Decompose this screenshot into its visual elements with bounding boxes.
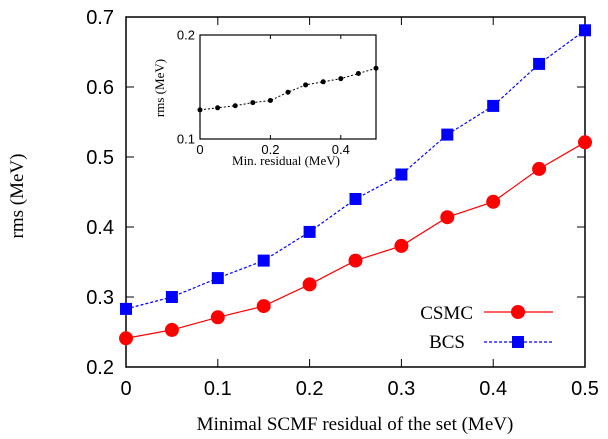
inset-axis-ticks: 0 0.2 0.4 0.1 0.2 [177, 28, 376, 157]
inset-data-point [197, 107, 203, 113]
inset-plot-frame [199, 34, 377, 140]
inset-data-point [215, 105, 221, 111]
y-tick-label: 0.3 [86, 287, 114, 309]
data-point-csmc [394, 238, 409, 253]
data-point-bcs [487, 99, 500, 112]
x-tick-label: 0 [120, 378, 131, 400]
data-point-csmc [348, 253, 363, 268]
data-point-csmc [440, 210, 455, 225]
y-tick-label: 0.2 [177, 28, 195, 43]
data-point-csmc [486, 194, 501, 209]
x-tick-label: 0.2 [296, 378, 324, 400]
main-plot-frame [125, 16, 586, 368]
data-point-bcs [441, 128, 454, 141]
inset-data-point [355, 70, 361, 76]
data-point-bcs [533, 57, 546, 70]
x-tick-label: 0 [196, 142, 203, 157]
x-tick-label: 0.1 [204, 378, 232, 400]
x-tick-label: 0.4 [479, 378, 507, 400]
y-tick-label: 0.7 [86, 7, 114, 29]
x-axis-label: Minimal SCMF residual of the set (MeV) [197, 414, 514, 435]
inset-y-axis-label: rms (MeV) [152, 59, 167, 117]
inset-data-point [338, 76, 344, 82]
data-point-bcs [257, 254, 270, 267]
inset-data-point [320, 79, 326, 85]
data-point-bcs [303, 225, 316, 238]
x-tick-label: 0.5 [571, 378, 599, 400]
data-point-csmc [578, 135, 592, 150]
data-point-bcs [579, 24, 591, 37]
legend-label-csmc: CSMC [420, 303, 473, 324]
main-axis-ticks: 0 0.1 0.2 0.3 0.4 0.50.20.30.40.50.60.7 [86, 7, 599, 400]
data-point-bcs [165, 291, 178, 303]
inset-series-layer [197, 65, 379, 113]
inset-data-point [373, 65, 379, 71]
inset-data-point [250, 100, 256, 106]
inset-data-point [267, 98, 273, 104]
x-tick-label: 0.3 [387, 378, 415, 400]
legend-label-bcs: BCS [429, 332, 465, 353]
legend-marker-bcs [512, 336, 524, 348]
data-point-bcs [349, 193, 362, 205]
inset-series-line [199, 67, 377, 111]
data-point-bcs [120, 302, 132, 315]
y-axis-label: rms (MeV) [7, 154, 28, 239]
legend-marker-csmc [511, 305, 525, 319]
y-tick-label: 0.5 [86, 147, 114, 169]
data-point-csmc [119, 331, 133, 346]
data-point-csmc [532, 161, 547, 176]
y-tick-label: 0.4 [86, 217, 114, 239]
main-series-layer [119, 24, 592, 346]
inset-x-axis-label: Min. residual (MeV) [232, 153, 340, 168]
data-point-csmc [302, 277, 317, 292]
y-tick-label: 0.2 [86, 357, 114, 379]
legend: CSMC BCS [420, 303, 553, 353]
y-tick-label: 0.6 [86, 77, 114, 99]
data-point-csmc [256, 299, 271, 314]
y-tick-label: 0.1 [177, 132, 195, 147]
inset-data-point [232, 103, 238, 109]
x-tick-label: 0.2 [261, 142, 279, 157]
data-point-csmc [164, 322, 179, 337]
inset-data-point [285, 89, 291, 95]
data-point-csmc [210, 310, 225, 325]
data-point-bcs [395, 168, 408, 181]
inset-data-point [303, 82, 309, 88]
data-point-bcs [211, 272, 224, 285]
x-tick-label: 0.4 [332, 142, 350, 157]
